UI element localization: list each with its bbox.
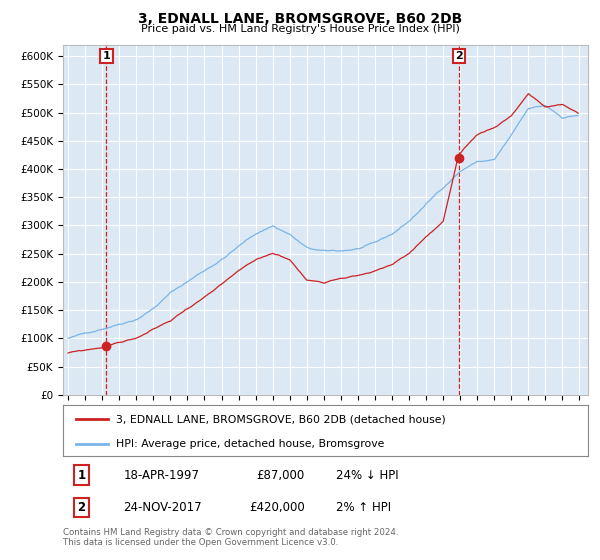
Text: 24% ↓ HPI: 24% ↓ HPI [336,469,398,482]
Text: 2% ↑ HPI: 2% ↑ HPI [336,501,391,514]
Text: 1: 1 [77,469,85,482]
Text: Price paid vs. HM Land Registry's House Price Index (HPI): Price paid vs. HM Land Registry's House … [140,24,460,34]
Text: 3, EDNALL LANE, BROMSGROVE, B60 2DB (detached house): 3, EDNALL LANE, BROMSGROVE, B60 2DB (det… [115,414,445,424]
Text: 3, EDNALL LANE, BROMSGROVE, B60 2DB: 3, EDNALL LANE, BROMSGROVE, B60 2DB [138,12,462,26]
Text: 24-NOV-2017: 24-NOV-2017 [124,501,202,514]
Text: £420,000: £420,000 [249,501,305,514]
Text: £87,000: £87,000 [256,469,305,482]
Text: 2: 2 [77,501,85,514]
Text: 2: 2 [455,51,463,61]
Text: 18-APR-1997: 18-APR-1997 [124,469,199,482]
Text: 1: 1 [103,51,110,61]
Text: Contains HM Land Registry data © Crown copyright and database right 2024.
This d: Contains HM Land Registry data © Crown c… [63,528,398,547]
Text: HPI: Average price, detached house, Bromsgrove: HPI: Average price, detached house, Brom… [115,438,384,449]
